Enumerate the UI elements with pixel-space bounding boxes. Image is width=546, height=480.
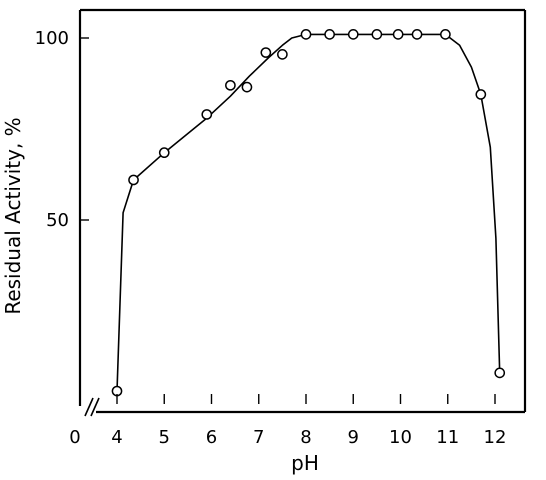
x-tick-label: 6	[206, 427, 217, 448]
data-point	[347, 29, 359, 40]
axis-break-mark	[84, 397, 94, 417]
data-point	[411, 29, 423, 40]
x-tick-label: 11	[436, 427, 459, 448]
axis-break-mark	[90, 397, 100, 417]
data-point	[201, 109, 213, 120]
data-point	[440, 29, 451, 40]
data-point	[494, 367, 506, 379]
x-tick-label: 4	[111, 427, 122, 448]
data-point	[158, 147, 170, 159]
data-points-layer	[111, 29, 506, 397]
x-tick-label: 10	[389, 427, 412, 448]
data-point	[324, 29, 335, 40]
data-point	[277, 49, 288, 60]
x-tick-label: 5	[159, 427, 170, 448]
x-tick-label: 7	[253, 427, 264, 448]
x-ticks-layer: 0 4 5 6 7 8 9 10 11 12	[69, 394, 506, 448]
y-ticks-layer: 50 100	[35, 28, 89, 231]
data-point	[475, 89, 487, 100]
x-axis-title: pH	[291, 451, 319, 475]
data-point	[260, 47, 272, 58]
data-point	[128, 174, 139, 186]
y-tick-label: 50	[46, 210, 69, 231]
x-tick-label: 0	[69, 427, 80, 448]
data-point	[225, 79, 236, 91]
y-axis-title: Residual Activity, %	[1, 117, 25, 314]
x-tick-label: 12	[484, 427, 507, 448]
data-point	[371, 29, 383, 40]
x-tick-label: 9	[348, 427, 359, 448]
series-curve-layer	[116, 33, 501, 392]
data-point	[300, 29, 312, 40]
series-line	[116, 33, 501, 392]
y-tick-label: 100	[35, 28, 69, 49]
data-point	[392, 29, 404, 40]
plot-frame	[78, 8, 527, 417]
data-point	[241, 81, 253, 93]
x-tick-label: 8	[300, 427, 311, 448]
